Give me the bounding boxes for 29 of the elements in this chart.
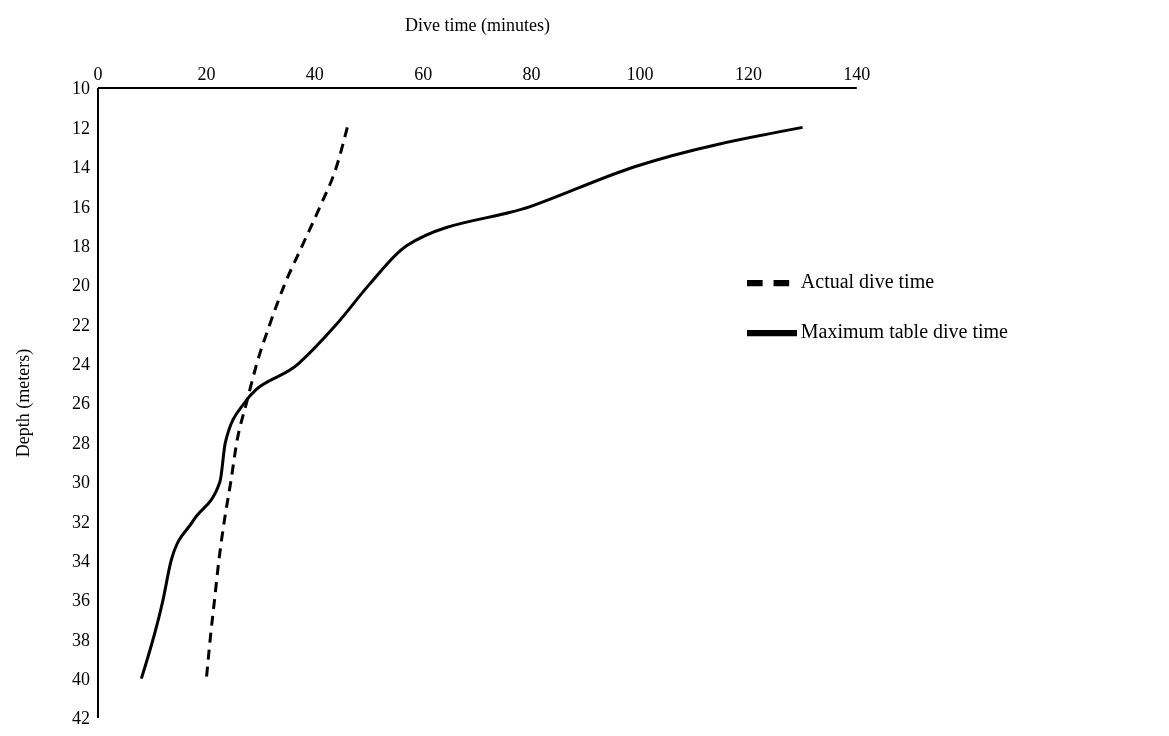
y-tick-label: 18	[72, 235, 90, 256]
y-tick-label: 42	[72, 708, 90, 729]
x-tick-label: 120	[734, 64, 762, 84]
y-tick-label: 28	[72, 432, 90, 453]
y-tick-label: 34	[72, 550, 90, 571]
y-tick-label: 12	[72, 117, 90, 138]
x-tick-label: 100	[626, 64, 654, 84]
x-tick-label: 60	[414, 64, 433, 84]
x-axis-title: Dive time (minutes)	[404, 14, 550, 36]
y-tick-label: 38	[72, 629, 90, 650]
x-tick-label: 0	[93, 64, 103, 84]
y-tick-label: 14	[72, 157, 90, 178]
y-tick-label: 32	[72, 511, 90, 532]
y-tick-label: 30	[72, 472, 90, 493]
y-tick-label: 20	[72, 275, 90, 296]
y-tick-label: 26	[72, 393, 90, 414]
y-tick-label: 10	[72, 78, 90, 99]
y-tick-label: 36	[72, 590, 90, 611]
y-tick-label: 16	[72, 196, 90, 217]
y-tick-label: 24	[72, 354, 90, 375]
y-tick-label: 40	[72, 669, 90, 690]
y-axis-title: Depth (meters)	[13, 348, 35, 458]
legend-label: Actual dive time	[800, 269, 935, 292]
x-tick-label: 140	[843, 64, 871, 84]
x-tick-label: 80	[522, 64, 541, 84]
legend-label: Maximum table dive time	[800, 319, 1008, 342]
y-tick-label: 22	[72, 314, 90, 335]
x-tick-label: 20	[197, 64, 216, 84]
x-tick-label: 40	[305, 64, 324, 84]
